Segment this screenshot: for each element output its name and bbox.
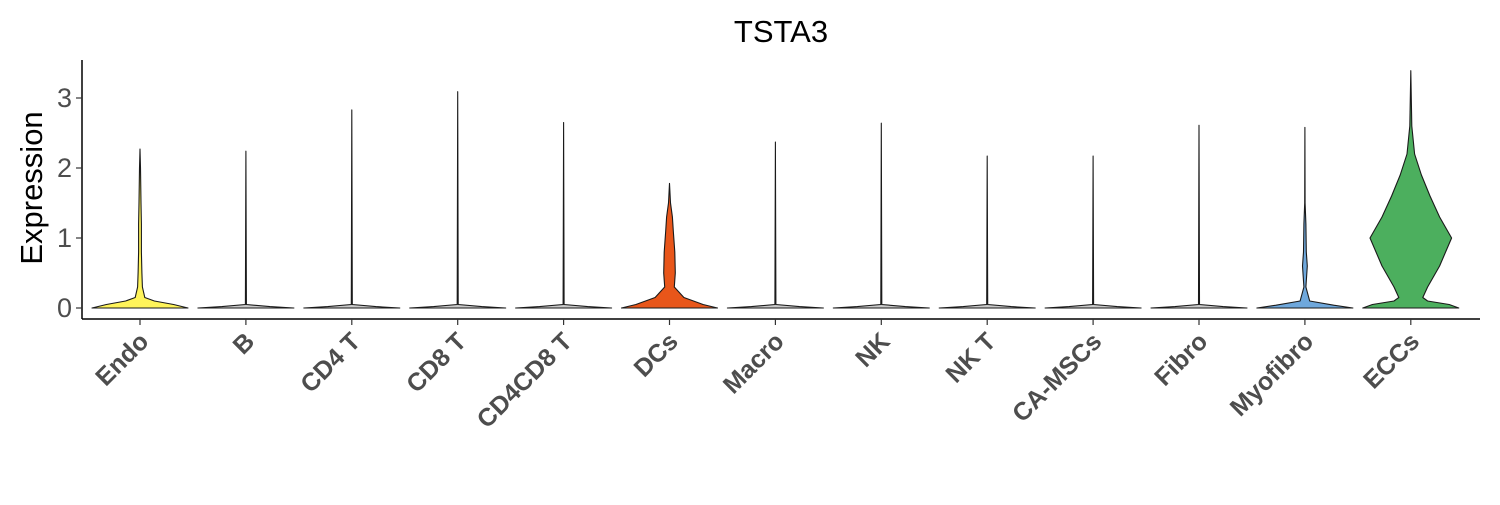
x-tick-label: Endo <box>90 327 154 391</box>
x-tick-label: CA-MSCs <box>1007 327 1107 427</box>
x-tick-label: NK <box>850 327 895 372</box>
violin-6 <box>726 141 824 309</box>
violin-11 <box>1256 126 1354 309</box>
violin-4 <box>515 121 613 309</box>
violin-2 <box>303 109 401 309</box>
y-tick-label: 1 <box>57 223 72 253</box>
violin-3 <box>409 91 507 309</box>
y-tick-label: 2 <box>57 153 72 183</box>
violin-8 <box>938 155 1036 309</box>
x-tick-label: B <box>228 327 261 360</box>
violin-5 <box>620 182 719 309</box>
y-tick-label: 0 <box>57 293 72 323</box>
violin-10 <box>1150 124 1248 309</box>
plot-area: 0 1 2 3 Endo B CD4 T CD8 T CD4CD8 T DCs Macro NK NK … <box>57 60 1480 434</box>
violin-12 <box>1362 70 1460 309</box>
chart-title: TSTA3 <box>734 14 828 49</box>
violin-9 <box>1044 155 1142 309</box>
x-tick-label: ECCs <box>1358 327 1425 394</box>
violin-7 <box>832 122 930 309</box>
x-tick-label: Myofibro <box>1225 327 1319 421</box>
x-tick-label: CD4CD8 T <box>472 327 578 433</box>
x-tick-label: DCs <box>629 327 684 382</box>
y-axis-label: Expression <box>14 111 49 264</box>
violin-1 <box>197 150 295 309</box>
x-tick-label: Fibro <box>1149 327 1213 391</box>
violin-0 <box>91 148 189 309</box>
y-tick-label: 3 <box>57 83 72 113</box>
x-tick-label: CD4 T <box>295 327 366 398</box>
x-tick-label: CD8 T <box>401 327 472 398</box>
x-tick-label: Macro <box>718 327 790 399</box>
x-tick-label: NK T <box>940 327 1001 388</box>
